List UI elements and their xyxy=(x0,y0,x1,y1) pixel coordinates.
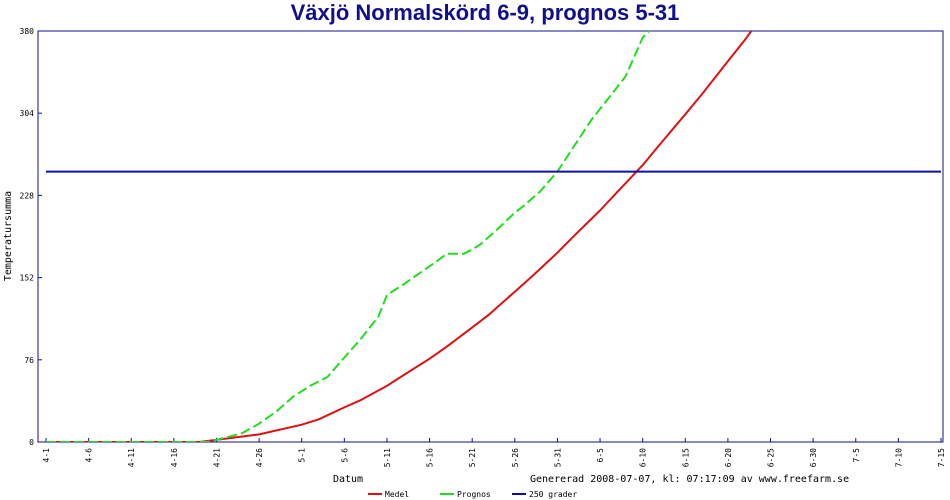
series-line-prognos xyxy=(46,31,651,442)
x-tick-label: 4-16 xyxy=(170,448,179,467)
x-tick-label: 4-26 xyxy=(255,448,264,467)
x-tick-label: 4-6 xyxy=(85,448,94,463)
x-axis: 4-1 4-6 4-11 4-16 4-21 4-26 5-1 5-6 5-11 5-16 5-21… xyxy=(42,438,946,467)
x-tick-label: 6-30 xyxy=(809,448,818,467)
x-tick-label: 6-10 xyxy=(639,448,648,467)
legend-label: 250 grader xyxy=(529,490,577,499)
y-tick-label: 380 xyxy=(20,27,35,36)
plot-area-frame xyxy=(37,30,944,443)
series-line-medel xyxy=(46,31,753,442)
series-group xyxy=(46,31,941,442)
x-tick-label: 4-11 xyxy=(127,448,136,467)
legend-label: Medel xyxy=(385,490,409,499)
y-axis-label: Temperatursumma xyxy=(3,191,14,281)
x-tick-label: 5-26 xyxy=(511,448,520,467)
legend-label: Prognos xyxy=(457,490,491,499)
y-tick-label: 228 xyxy=(20,191,35,200)
x-tick-label: 6-5 xyxy=(596,448,605,463)
x-tick-label: 5-6 xyxy=(340,448,349,463)
chart-title: Växjö Normalskörd 6-9, prognos 5-31 xyxy=(291,0,680,25)
x-tick-label: 6-20 xyxy=(724,448,733,467)
y-tick-label: 0 xyxy=(29,438,34,447)
generated-note: Genererad 2008-07-07, kl: 07:17:09 av ww… xyxy=(530,474,849,485)
y-tick-label: 152 xyxy=(20,274,35,283)
x-tick-label: 5-31 xyxy=(553,448,562,467)
y-tick-label: 76 xyxy=(24,356,34,365)
y-axis: 0 76 152 228 304 380 xyxy=(20,27,42,447)
x-tick-label: 5-1 xyxy=(298,448,307,463)
x-tick-label: 5-21 xyxy=(468,448,477,467)
x-tick-label: 4-1 xyxy=(42,448,51,463)
x-tick-label: 4-21 xyxy=(212,448,221,467)
x-axis-label: Datum xyxy=(333,474,363,485)
legend: Medel Prognos 250 grader xyxy=(368,490,577,499)
x-tick-label: 7-10 xyxy=(894,448,903,467)
x-tick-label: 6-25 xyxy=(767,448,776,467)
x-tick-label: 6-15 xyxy=(681,448,690,467)
x-tick-label: 7-15 xyxy=(937,448,946,467)
x-tick-label: 7-5 xyxy=(852,448,861,463)
x-tick-label: 5-11 xyxy=(383,448,392,467)
y-tick-label: 304 xyxy=(20,109,35,118)
x-tick-label: 5-16 xyxy=(426,448,435,467)
